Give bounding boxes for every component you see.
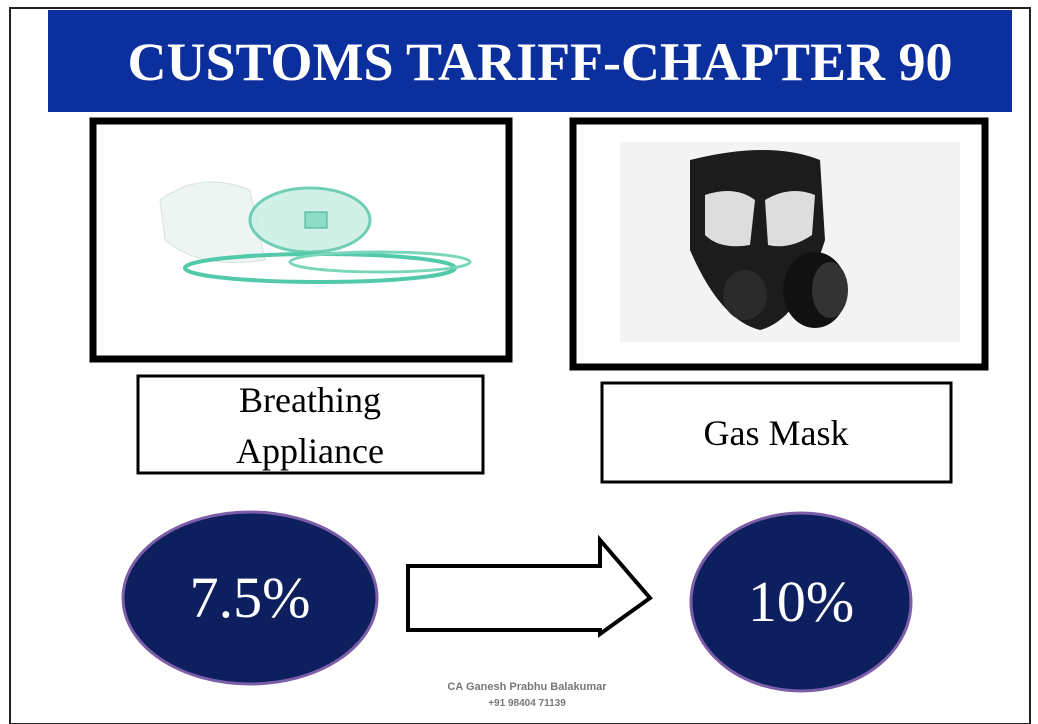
gas-mask-image (620, 142, 960, 342)
slide: CUSTOMS TARIFF-CHAPTER 90 Breathing Appl… (0, 0, 1038, 724)
item-label: Breathing (239, 380, 381, 420)
title: CUSTOMS TARIFF-CHAPTER 90 (127, 32, 952, 92)
footer-phone: +91 98404 71139 (488, 698, 566, 709)
footer-name: CA Ganesh Prabhu Balakumar (447, 681, 607, 693)
rate: 10% (748, 569, 854, 634)
item-label: Gas Mask (704, 413, 849, 453)
item-label: Appliance (236, 431, 384, 471)
rate: 7.5% (190, 565, 311, 630)
